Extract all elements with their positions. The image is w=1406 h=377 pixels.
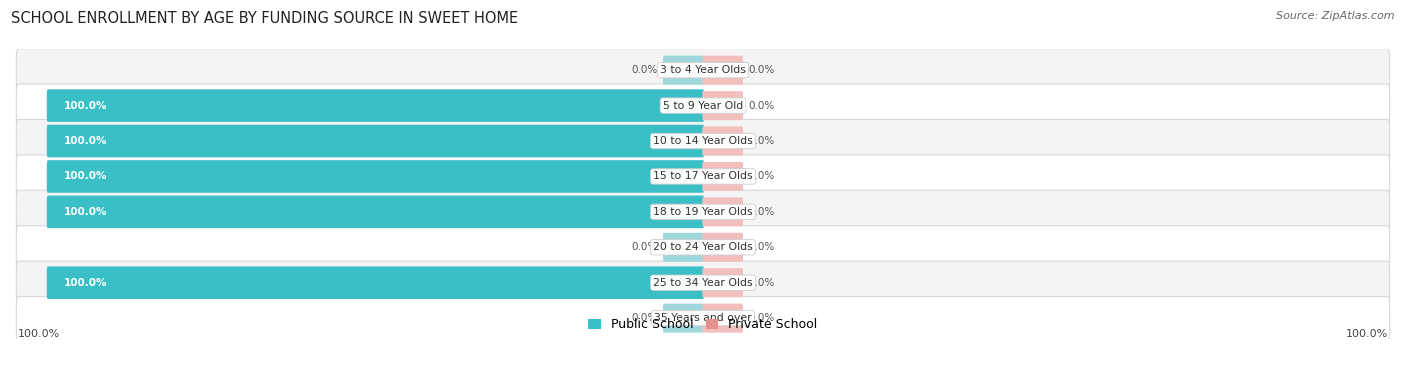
- FancyBboxPatch shape: [703, 91, 742, 120]
- Text: 100.0%: 100.0%: [65, 101, 108, 110]
- Text: Source: ZipAtlas.com: Source: ZipAtlas.com: [1277, 11, 1395, 21]
- Text: 0.0%: 0.0%: [749, 313, 775, 323]
- Text: 25 to 34 Year Olds: 25 to 34 Year Olds: [654, 278, 752, 288]
- FancyBboxPatch shape: [46, 267, 704, 299]
- Text: 20 to 24 Year Olds: 20 to 24 Year Olds: [654, 242, 752, 252]
- FancyBboxPatch shape: [17, 226, 1389, 269]
- FancyBboxPatch shape: [703, 303, 742, 333]
- Text: 0.0%: 0.0%: [749, 101, 775, 110]
- FancyBboxPatch shape: [17, 120, 1389, 162]
- Text: 100.0%: 100.0%: [65, 207, 108, 217]
- FancyBboxPatch shape: [664, 233, 703, 262]
- Text: 0.0%: 0.0%: [749, 207, 775, 217]
- Legend: Public School, Private School: Public School, Private School: [583, 313, 823, 336]
- FancyBboxPatch shape: [703, 233, 742, 262]
- FancyBboxPatch shape: [46, 196, 704, 228]
- Text: 100.0%: 100.0%: [65, 172, 108, 181]
- Text: 5 to 9 Year Old: 5 to 9 Year Old: [662, 101, 744, 110]
- FancyBboxPatch shape: [46, 160, 704, 193]
- FancyBboxPatch shape: [703, 197, 742, 226]
- Text: 35 Years and over: 35 Years and over: [654, 313, 752, 323]
- Text: 0.0%: 0.0%: [631, 242, 657, 252]
- Text: 100.0%: 100.0%: [65, 136, 108, 146]
- Text: 100.0%: 100.0%: [65, 278, 108, 288]
- Text: 100.0%: 100.0%: [18, 329, 60, 339]
- FancyBboxPatch shape: [664, 303, 703, 333]
- FancyBboxPatch shape: [703, 56, 742, 85]
- FancyBboxPatch shape: [17, 190, 1389, 233]
- FancyBboxPatch shape: [664, 56, 703, 85]
- FancyBboxPatch shape: [703, 127, 742, 156]
- FancyBboxPatch shape: [17, 49, 1389, 92]
- FancyBboxPatch shape: [46, 89, 704, 122]
- Text: 0.0%: 0.0%: [631, 313, 657, 323]
- Text: 10 to 14 Year Olds: 10 to 14 Year Olds: [654, 136, 752, 146]
- FancyBboxPatch shape: [17, 261, 1389, 304]
- Text: 0.0%: 0.0%: [749, 242, 775, 252]
- FancyBboxPatch shape: [17, 155, 1389, 198]
- FancyBboxPatch shape: [703, 162, 742, 191]
- Text: 0.0%: 0.0%: [631, 65, 657, 75]
- FancyBboxPatch shape: [17, 84, 1389, 127]
- Text: 18 to 19 Year Olds: 18 to 19 Year Olds: [654, 207, 752, 217]
- Text: 0.0%: 0.0%: [749, 172, 775, 181]
- Text: SCHOOL ENROLLMENT BY AGE BY FUNDING SOURCE IN SWEET HOME: SCHOOL ENROLLMENT BY AGE BY FUNDING SOUR…: [11, 11, 519, 26]
- Text: 3 to 4 Year Olds: 3 to 4 Year Olds: [659, 65, 747, 75]
- FancyBboxPatch shape: [17, 297, 1389, 340]
- Text: 0.0%: 0.0%: [749, 278, 775, 288]
- FancyBboxPatch shape: [46, 125, 704, 157]
- FancyBboxPatch shape: [703, 268, 742, 297]
- Text: 0.0%: 0.0%: [749, 65, 775, 75]
- Text: 15 to 17 Year Olds: 15 to 17 Year Olds: [654, 172, 752, 181]
- Text: 0.0%: 0.0%: [749, 136, 775, 146]
- Text: 100.0%: 100.0%: [1346, 329, 1388, 339]
